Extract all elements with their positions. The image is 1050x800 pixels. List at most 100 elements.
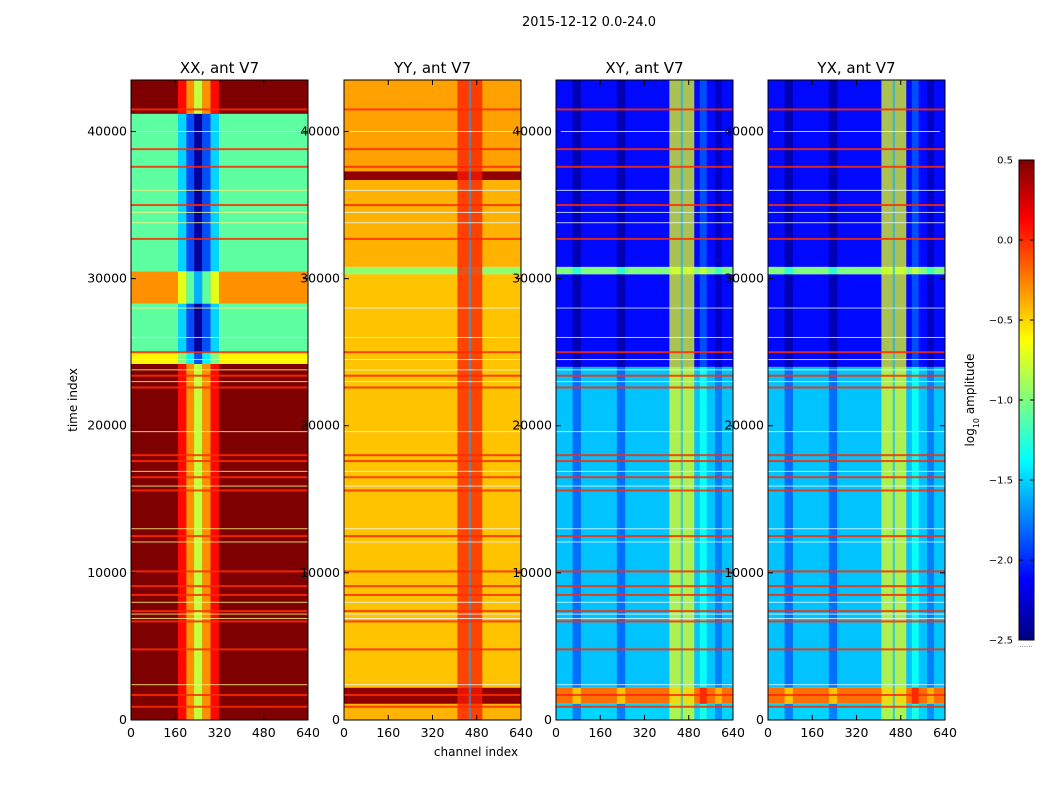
heatmap-stripe <box>616 366 626 688</box>
flag-row <box>556 148 733 151</box>
flag-row <box>131 648 308 651</box>
flag-row-light <box>344 431 521 433</box>
flag-row-light <box>556 369 733 371</box>
flag-row-light <box>131 307 308 309</box>
heatmap-band <box>131 80 308 114</box>
flag-row <box>131 693 308 696</box>
flag-row-light <box>131 601 308 603</box>
flag-row <box>344 570 521 573</box>
flag-row <box>556 204 733 207</box>
flag-row <box>768 148 945 151</box>
heatmap-stripe <box>715 366 722 688</box>
heatmap-band <box>344 171 521 181</box>
x-tick-label: 0 <box>764 725 772 740</box>
heatmap-stripe <box>186 113 195 272</box>
flag-row-light <box>556 211 733 213</box>
flag-row <box>131 148 308 151</box>
colorbar-tick-label: −1.5 <box>989 476 1013 487</box>
heatmap-stripe <box>202 271 211 304</box>
flag-row <box>556 620 733 623</box>
x-tick-label: 0 <box>127 725 135 740</box>
flag-row <box>556 476 733 479</box>
heatmap-stripe <box>210 80 219 114</box>
heatmap-stripe <box>210 352 219 364</box>
flag-row-light <box>131 470 308 472</box>
flag-row <box>768 204 945 207</box>
colorbar: 0.5 0.0 −0.5 −1.0 −1.5 −2.0 −2.5 log10 amplitu… <box>963 156 1035 649</box>
x-tick-label: 160 <box>588 725 612 740</box>
heatmap-stripe <box>572 266 581 275</box>
flag-row <box>344 460 521 463</box>
colorbar-tick-label: −0.5 <box>989 316 1013 327</box>
heatmap-stripe <box>202 352 211 364</box>
flag-row-light <box>344 381 521 383</box>
flag-row <box>131 585 308 588</box>
heatmap-stripe <box>616 274 626 367</box>
heatmap-stripe <box>699 266 707 275</box>
heatmap-stripe <box>911 80 919 267</box>
flag-row <box>344 535 521 538</box>
flag-row-light <box>768 617 945 619</box>
x-tick-label: 320 <box>845 725 869 740</box>
x-tick-label: 320 <box>208 725 232 740</box>
flag-row <box>131 620 308 623</box>
flag-row-light <box>131 336 308 338</box>
heatmap-stripe <box>699 366 707 688</box>
x-tick-label: 480 <box>677 725 701 740</box>
flag-row-light <box>768 381 945 383</box>
y-tick-label: 10000 <box>87 565 127 580</box>
flag-row <box>768 165 945 168</box>
heatmap-stripe <box>178 80 187 114</box>
panel-title: YY, ant V7 <box>393 59 471 77</box>
flag-row-light <box>768 601 945 603</box>
flag-row-light <box>556 431 733 433</box>
flag-row <box>131 204 308 207</box>
heatmap-stripe <box>178 113 187 272</box>
flag-row <box>344 620 521 623</box>
flag-row-light <box>344 528 521 530</box>
flag-row-light <box>556 130 733 132</box>
heatmap-band <box>131 352 308 364</box>
colorbar-label-base: log <box>963 428 977 446</box>
x-tick-label: 480 <box>889 725 913 740</box>
heatmap-stripe <box>572 366 581 688</box>
heatmap-hot-column-gap <box>892 80 895 720</box>
heatmap-stripe <box>911 703 919 720</box>
heatmap-stripe <box>828 80 838 267</box>
heatmap-band <box>344 266 521 275</box>
heatmap-stripe <box>699 274 707 367</box>
heatmap-stripe <box>699 80 707 267</box>
heatmap-stripe <box>186 80 195 114</box>
heatmap-stripe <box>911 274 919 367</box>
flag-row <box>768 108 945 111</box>
flag-row-light <box>768 211 945 213</box>
flag-row-light <box>556 336 733 338</box>
colorbar-label-rest: amplitude <box>963 354 977 418</box>
flag-row-light <box>768 431 945 433</box>
colorbar-label-subscript: 10 <box>972 418 981 428</box>
flag-row-light <box>131 613 308 615</box>
flag-row <box>131 108 308 111</box>
x-tick-label: 640 <box>721 725 745 740</box>
flag-row-light <box>344 485 521 487</box>
flag-row <box>556 593 733 596</box>
flag-row <box>768 593 945 596</box>
heatmap-panel: YX, ant V7 0 160 320 480 640 0 10000 20000 30000 4… <box>724 59 957 740</box>
flag-row <box>344 386 521 389</box>
panel-title: XY, ant V7 <box>605 59 683 77</box>
flag-row-light <box>131 189 308 191</box>
flag-row-light <box>344 684 521 686</box>
x-tick-label: 160 <box>376 725 400 740</box>
heatmap-stripe <box>178 303 187 353</box>
flag-row <box>556 386 733 389</box>
colorbar-tick-label: 0.5 <box>997 156 1013 167</box>
flag-row <box>768 610 945 613</box>
x-tick-label: 320 <box>421 725 445 740</box>
y-tick-label: 20000 <box>724 418 764 433</box>
flag-row <box>556 585 733 588</box>
heatmap-band <box>344 180 521 267</box>
flag-row <box>344 585 521 588</box>
flag-row-light <box>131 431 308 433</box>
flag-row <box>131 570 308 573</box>
